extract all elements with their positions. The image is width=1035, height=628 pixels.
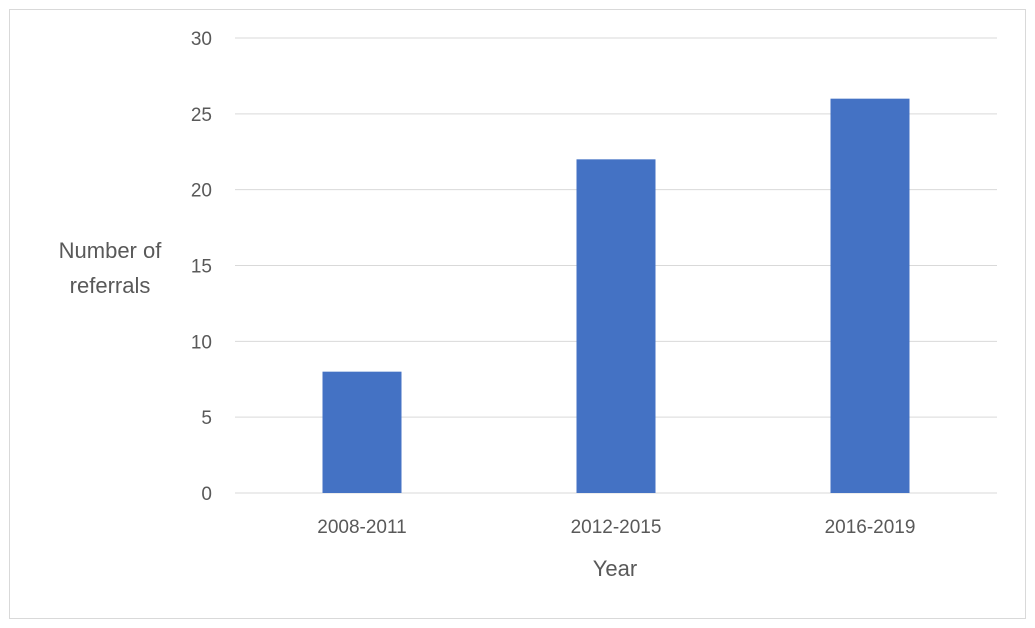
y-tick-label: 15 (191, 257, 212, 278)
x-axis-title: Year (593, 556, 637, 581)
bar-2012-2015 (576, 159, 656, 494)
y-tick-label: 0 (201, 484, 212, 505)
y-axis-ticks: 0 5 10 15 20 25 30 (191, 29, 212, 505)
y-tick-label: 5 (201, 408, 212, 429)
bar-2008-2011 (322, 371, 402, 493)
y-axis-title-line-1: Number of (59, 238, 163, 263)
y-tick-label: 25 (191, 105, 212, 126)
bars (322, 98, 910, 494)
y-tick-label: 30 (191, 29, 212, 50)
x-tick-label: 2008-2011 (317, 517, 406, 538)
bar-2016-2019 (830, 98, 910, 494)
x-axis-ticks: 2008-2011 2012-2015 2016-2019 (317, 517, 915, 538)
y-tick-label: 10 (191, 332, 212, 353)
x-tick-label: 2016-2019 (825, 517, 916, 538)
y-axis-title-line-2: referrals (70, 273, 151, 298)
y-tick-label: 20 (191, 181, 212, 202)
x-tick-label: 2012-2015 (571, 517, 662, 538)
